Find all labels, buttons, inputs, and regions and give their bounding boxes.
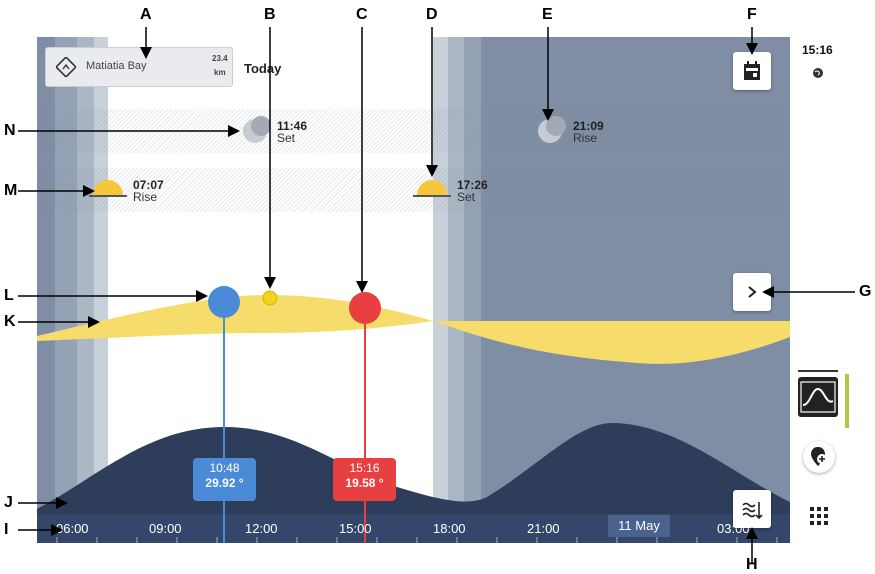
blue-marker-value: 29.92 ° (205, 476, 244, 490)
location-distance-value: 23.4 (212, 54, 228, 63)
twilight-band-5 (448, 37, 464, 543)
sunrise-icon (93, 180, 123, 195)
navigation-diamond-icon (56, 57, 76, 77)
sun-events-row (37, 168, 790, 212)
clock: 15:16 (802, 43, 833, 57)
chevron-right-icon (748, 286, 757, 298)
wave-chart-button[interactable] (798, 377, 838, 417)
callout-f: F (747, 6, 757, 23)
moon-rise-time: 21:09 (573, 119, 604, 133)
tide-settings-icon (742, 502, 763, 520)
tide-curve (37, 423, 790, 543)
add-location-button[interactable] (803, 441, 835, 473)
app-screen: Matiatia Bay 23.4 km Today 11:46 Set 21:… (37, 37, 874, 543)
axis-label: 09:00 (149, 521, 182, 536)
axis-label: 12:00 (245, 521, 278, 536)
axis-ticks (56, 537, 778, 543)
callout-n: N (4, 122, 16, 139)
blue-marker-time: 10:48 (209, 461, 240, 475)
moon-rise-event: 21:09 Rise (573, 120, 604, 144)
twilight-band-2 (77, 37, 94, 543)
location-distance-unit: km (214, 68, 226, 77)
blue-marker-tag: 10:48 29.92 ° (193, 458, 256, 501)
twilight-band-6 (464, 37, 481, 543)
calendar-button[interactable] (733, 52, 771, 90)
axis-label: 21:00 (527, 521, 560, 536)
callout-l: L (4, 287, 14, 304)
sunset-label: Set (457, 190, 476, 204)
night-band-left (37, 37, 55, 543)
axis-label: 18:00 (433, 521, 466, 536)
callout-h: H (746, 556, 758, 573)
calendar-icon (744, 61, 760, 80)
date-badge: 11 May (608, 515, 670, 537)
tide-settings-button[interactable] (733, 490, 771, 528)
moon-set-time: 11:46 (277, 119, 308, 133)
globe-icon (813, 68, 823, 78)
active-indicator (845, 374, 849, 428)
callout-k: K (4, 313, 16, 330)
sunset-time: 17:26 (457, 178, 488, 192)
red-marker-dot (349, 292, 381, 324)
sunrise-event: 07:07 Rise (133, 179, 164, 203)
callout-g: G (859, 283, 872, 300)
callout-b: B (264, 6, 276, 23)
red-marker-value: 19.58 ° (345, 476, 384, 490)
callout-j: J (4, 494, 13, 511)
callout-a: A (140, 6, 152, 23)
callout-m: M (4, 182, 18, 199)
sunset-event: 17:26 Set (457, 179, 488, 203)
callout-c: C (356, 6, 368, 23)
sidebar-divider (798, 370, 838, 372)
chart-svg (37, 116, 790, 543)
sunset-icon (417, 180, 447, 195)
callout-e: E (542, 6, 553, 23)
twilight-band-3 (94, 37, 108, 543)
twilight-band-1 (55, 37, 77, 543)
location-box[interactable]: Matiatia Bay 23.4 km (45, 47, 233, 87)
moon-set-label: Set (277, 131, 296, 145)
add-location-icon (811, 447, 827, 466)
callout-d: D (426, 6, 438, 23)
sun-position-dot (262, 290, 278, 306)
callout-i: I (4, 521, 9, 538)
moon-rise-label: Rise (573, 131, 598, 145)
wave-chart-icon (800, 381, 836, 413)
sunrise-time: 07:07 (133, 178, 164, 192)
apps-grid-icon[interactable] (810, 507, 828, 525)
location-name: Matiatia Bay (86, 60, 147, 72)
axis-label: 15:00 (339, 521, 372, 536)
day-label: Today (244, 61, 282, 76)
sunrise-label: Rise (133, 190, 158, 204)
red-marker-tag: 15:16 19.58 ° (333, 458, 396, 501)
right-sidebar: 15:16 (790, 37, 874, 543)
blue-marker-dot (208, 286, 240, 318)
axis-label: 06:00 (56, 521, 89, 536)
moon-set-event: 11:46 Set (277, 120, 307, 144)
red-marker-time: 15:16 (349, 461, 380, 475)
twilight-band-4 (433, 37, 448, 543)
